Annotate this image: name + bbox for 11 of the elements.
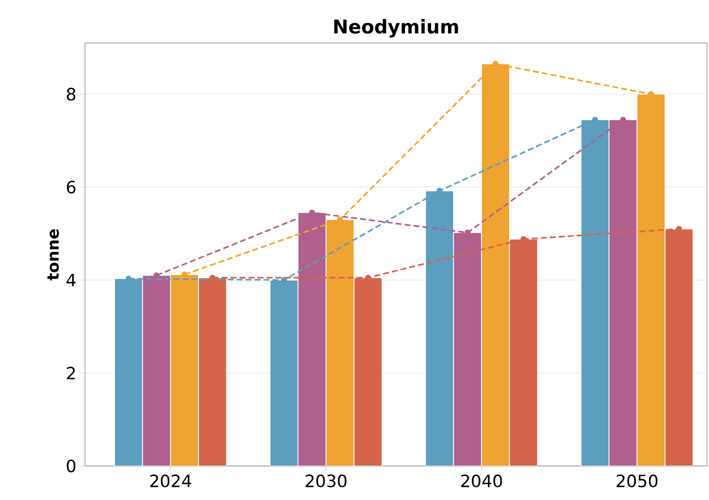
y-tick-label: 0 bbox=[66, 460, 76, 472]
y-tick-label: 4 bbox=[66, 274, 76, 286]
x-tick-label: 2024 bbox=[150, 474, 192, 488]
chart-title: Neodymium bbox=[334, 19, 458, 38]
x-tick-label: 2030 bbox=[306, 474, 346, 488]
y-tick-label: 8 bbox=[66, 88, 76, 101]
x-tick-label: 2040 bbox=[461, 474, 502, 488]
y-tick-label: 6 bbox=[66, 180, 76, 194]
x-tick-label: 2050 bbox=[616, 474, 658, 488]
y-tick-label: 2 bbox=[66, 366, 75, 380]
y-axis-title: tonne bbox=[47, 229, 59, 280]
